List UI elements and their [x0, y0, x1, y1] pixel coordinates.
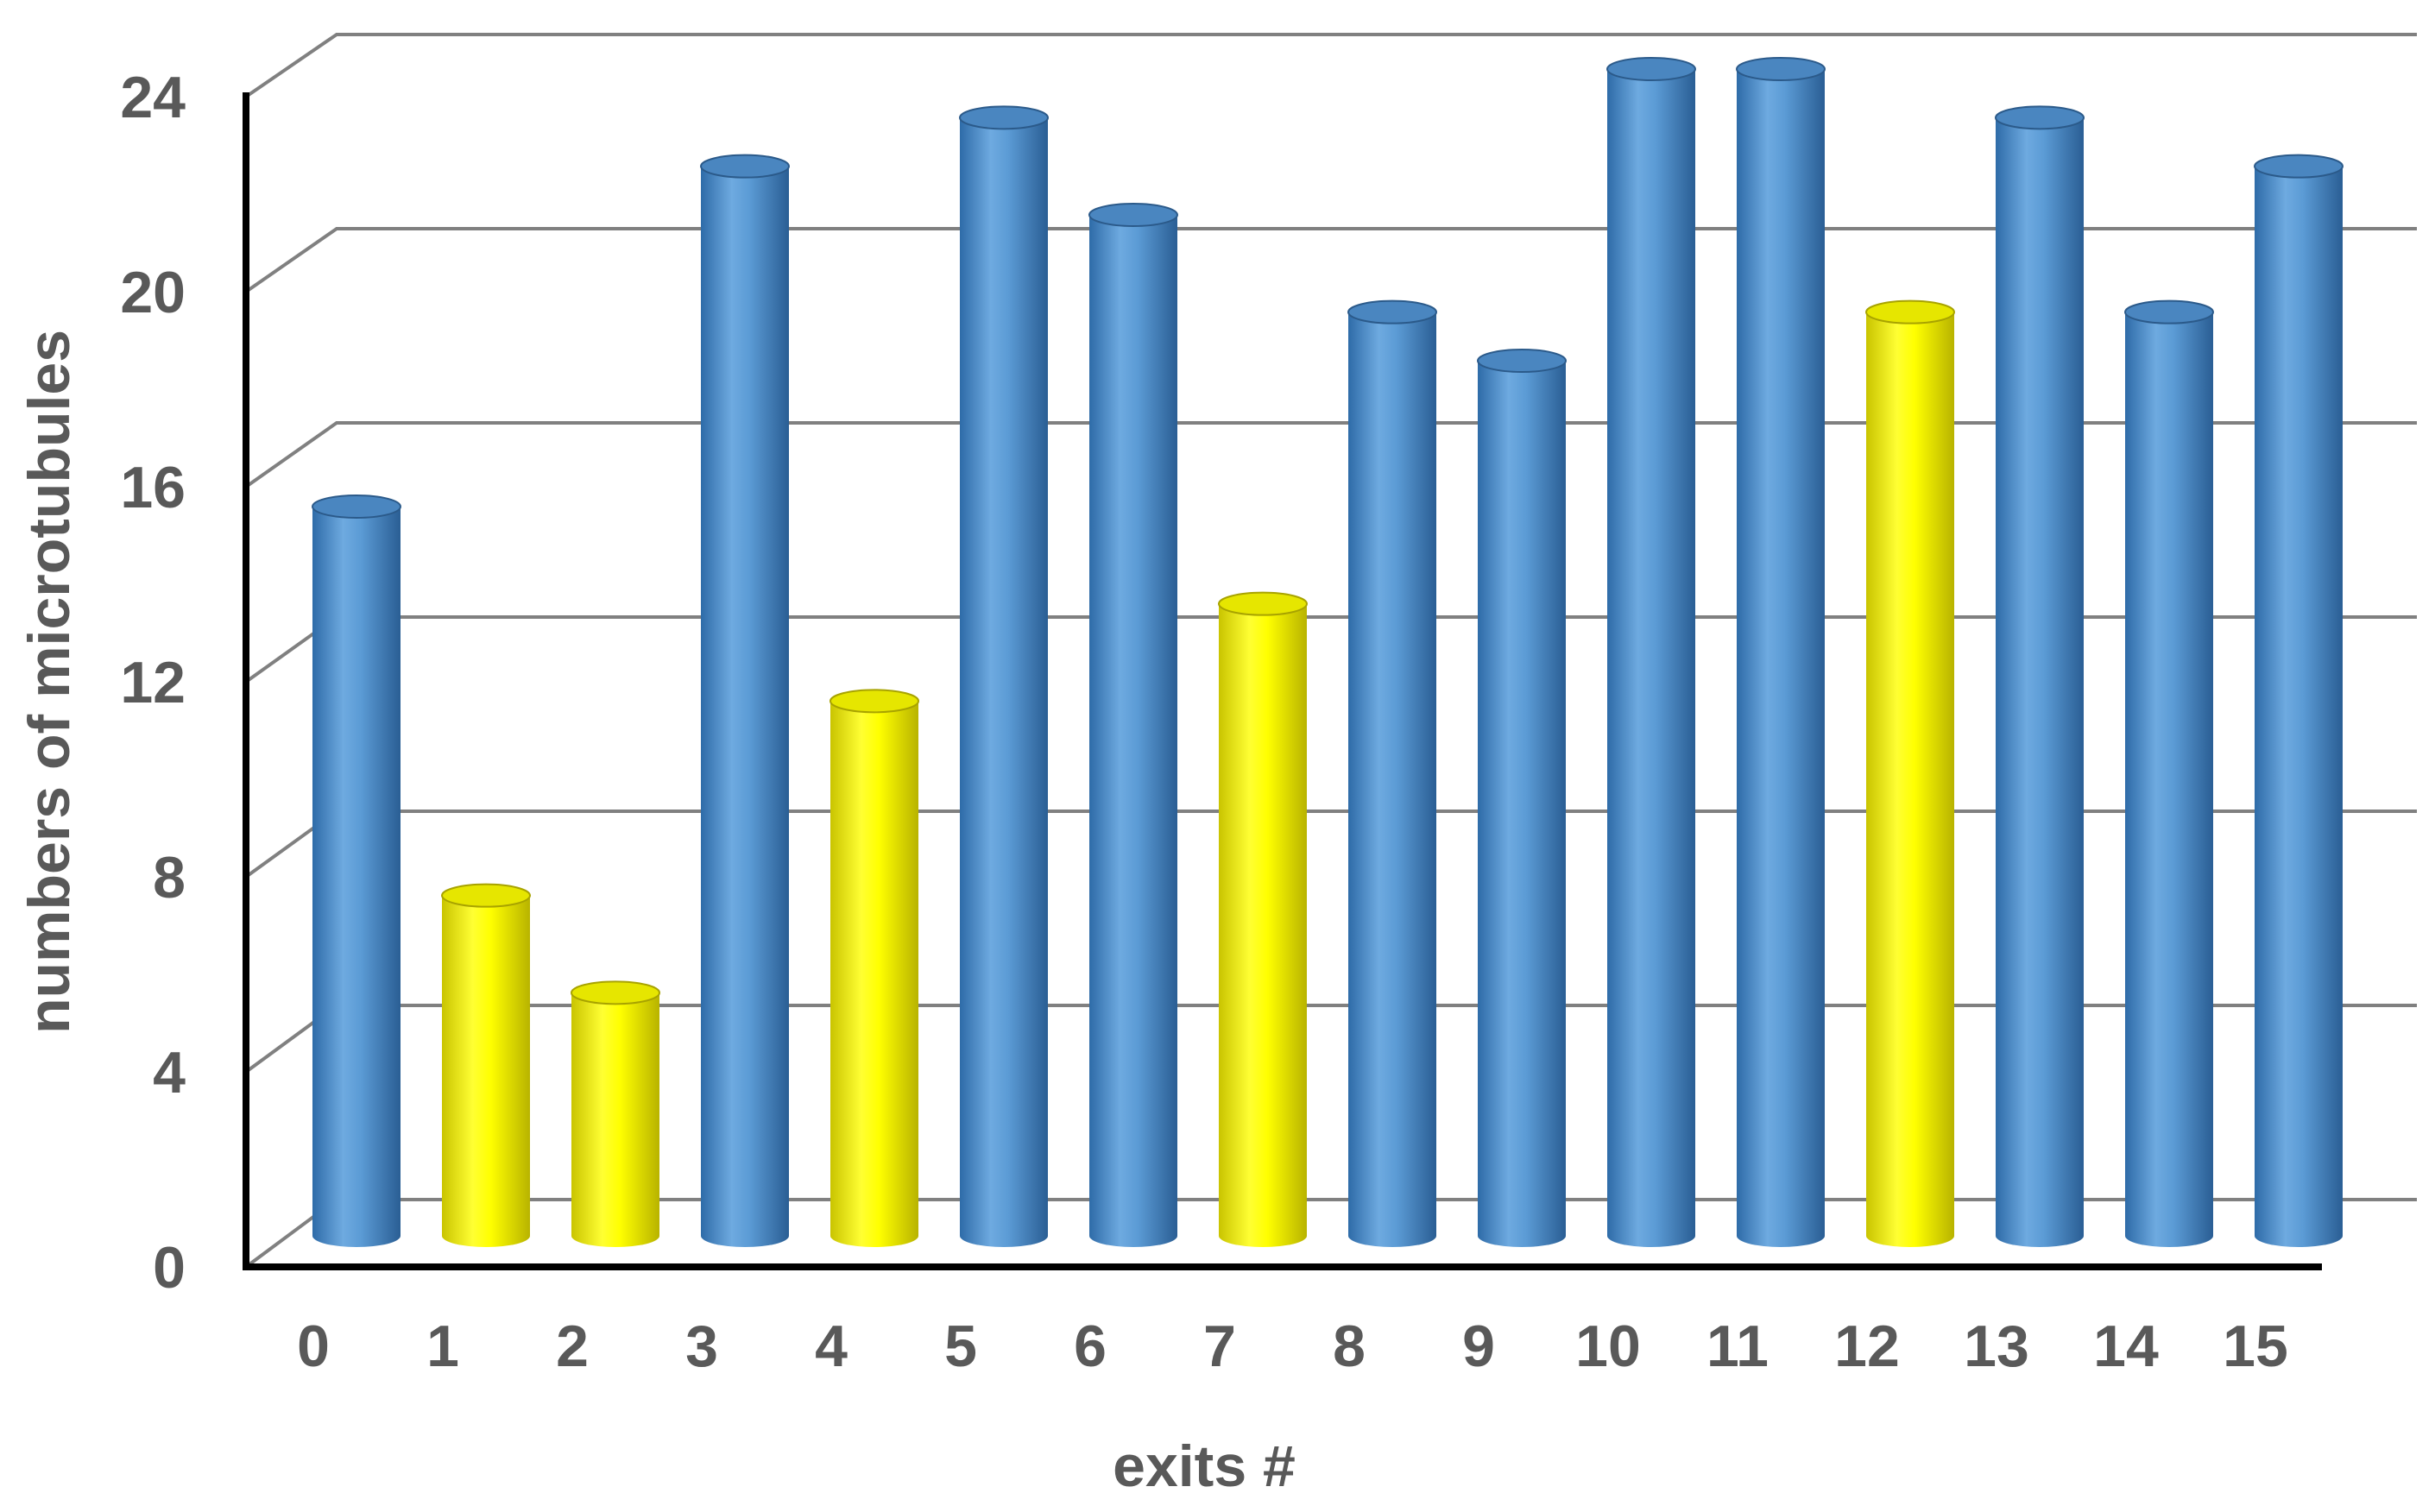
axes [243, 92, 2322, 1270]
bar-cap [830, 689, 919, 714]
y-tick-label: 20 [120, 260, 186, 325]
y-tick-label: 24 [120, 65, 186, 130]
x-tick-label: 11 [1706, 1314, 1769, 1379]
bar-body [2255, 166, 2343, 1248]
bar-14 [2124, 299, 2214, 1248]
bar-body [571, 992, 659, 1247]
bar-2 [571, 980, 660, 1247]
bar-9 [1477, 349, 1567, 1247]
bar-body [960, 117, 1048, 1247]
bar-cap [1606, 57, 1696, 81]
y-tick-label: 8 [153, 845, 186, 910]
bar-body [830, 701, 918, 1247]
gridline [244, 227, 2417, 293]
bar-cap [1218, 591, 1308, 616]
bar-cap [1347, 299, 1437, 324]
bar-body [1348, 312, 1436, 1248]
x-tick-label: 1 [426, 1314, 459, 1379]
x-tick-label: 15 [2223, 1314, 2288, 1379]
bar-cap [2254, 154, 2344, 179]
bar-cap [441, 883, 531, 908]
x-tick-label: 4 [815, 1314, 848, 1379]
bar-cap [1736, 57, 1826, 81]
bar-3 [700, 154, 790, 1248]
y-axis-title: numbers of microtubules [16, 330, 82, 1034]
x-tick-label: 9 [1462, 1314, 1495, 1379]
bar-8 [1347, 299, 1437, 1248]
bar-6 [1088, 203, 1178, 1247]
x-tick-label: 6 [1074, 1314, 1107, 1379]
bar-cap [959, 105, 1049, 130]
bar-11 [1736, 57, 1826, 1247]
x-tick-label: 3 [685, 1314, 718, 1379]
bar-body [1478, 361, 1566, 1247]
bar-body [1866, 312, 1954, 1248]
bars [312, 57, 2344, 1248]
bar-cap [1477, 349, 1567, 373]
bar-15 [2254, 154, 2344, 1248]
y-tick-label: 16 [120, 455, 186, 520]
x-tick-label: 7 [1203, 1314, 1236, 1379]
y-tick-label: 0 [153, 1235, 186, 1301]
gridline [244, 615, 2417, 684]
bar-body [1089, 215, 1177, 1247]
bar-12 [1865, 299, 1955, 1248]
bar-cap [700, 154, 790, 179]
bar-1 [441, 883, 531, 1247]
bar-cap [1088, 203, 1178, 227]
bar-body [442, 895, 530, 1247]
bar-body [1996, 117, 2084, 1247]
bar-4 [830, 689, 919, 1247]
bar-0 [312, 495, 401, 1247]
gridline [244, 33, 2417, 98]
y-tick-label: 12 [120, 650, 186, 715]
bar-body [701, 166, 789, 1248]
y-tick-label: 4 [153, 1040, 186, 1106]
bar-cap [1865, 299, 1955, 324]
bar-body [2125, 312, 2213, 1248]
bar-10 [1606, 57, 1696, 1247]
x-tick-label: 10 [1575, 1314, 1641, 1379]
bar-13 [1995, 105, 2085, 1247]
x-tick-label: 5 [944, 1314, 977, 1379]
bar-body [1219, 603, 1307, 1247]
bar-cap [1995, 105, 2085, 130]
x-tick-label: 12 [1834, 1314, 1900, 1379]
x-tick-label: 13 [1964, 1314, 2029, 1379]
x-tick-label: 0 [297, 1314, 330, 1379]
bar-7 [1218, 591, 1308, 1247]
x-axis-title: exits # [1113, 1433, 1296, 1499]
bar-cap [312, 495, 401, 519]
bar-cap [571, 980, 660, 1005]
gridline [244, 810, 2417, 879]
bar-cap [2124, 299, 2214, 324]
bar-body [1607, 69, 1695, 1247]
bar-body [312, 507, 401, 1247]
gridline [244, 421, 2417, 488]
x-tick-label: 14 [2093, 1314, 2159, 1379]
bar-5 [959, 105, 1049, 1247]
x-tick-label: 2 [556, 1314, 589, 1379]
x-tick-label: 8 [1333, 1314, 1366, 1379]
bar-body [1737, 69, 1825, 1247]
